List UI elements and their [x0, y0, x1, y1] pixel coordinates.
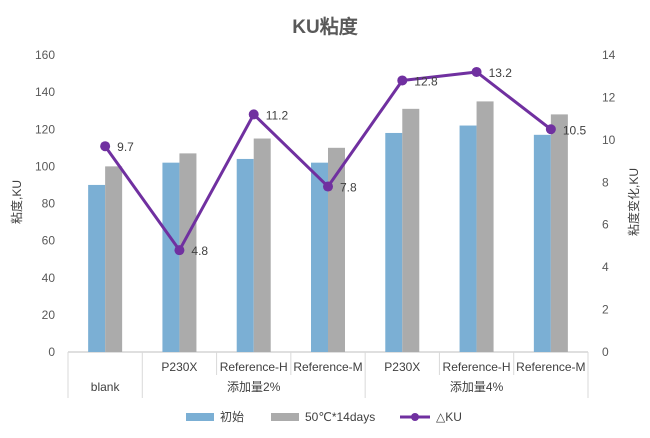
y2-tick-label: 14: [602, 48, 616, 62]
bar-aged: [550, 114, 568, 353]
delta-ku-data-label: 12.8: [414, 74, 438, 88]
delta-ku-data-label: 11.2: [266, 108, 289, 122]
y2-tick-label: 8: [602, 175, 609, 189]
bar-aged: [179, 153, 197, 352]
y2-tick-label: 0: [602, 345, 609, 359]
delta-ku-data-label: 9.7: [117, 140, 134, 154]
legend-swatch: [271, 413, 299, 421]
delta-ku-data-label: 10.5: [563, 123, 587, 137]
bar-initial: [88, 184, 106, 352]
bars: [88, 101, 568, 353]
y2-tick-label: 12: [602, 90, 616, 104]
legend-label: 50℃*14days: [305, 410, 375, 424]
x-group-label: 添加量2%: [227, 380, 281, 394]
bar-initial: [162, 162, 180, 352]
delta-ku-point: [471, 66, 482, 77]
y-tick-label: 40: [42, 271, 56, 285]
y-tick-label: 160: [35, 48, 55, 62]
bar-aged: [476, 101, 494, 352]
y-tick-label: 20: [42, 308, 56, 322]
legend: 初始 50℃*14days △KU: [186, 410, 462, 424]
legend-marker: [411, 413, 419, 421]
y-tick-label: 80: [42, 197, 56, 211]
legend-label: △KU: [436, 410, 462, 424]
x-tick-label: blank: [91, 380, 121, 394]
bar-aged: [328, 147, 345, 352]
line-series: 9.7 4.8 11.2 7.8 12.8 13.2 10.5: [100, 66, 587, 258]
bar-aged: [402, 108, 420, 352]
bar-initial: [236, 158, 254, 352]
y-tick-label: 120: [35, 122, 55, 136]
delta-ku-point: [100, 141, 111, 152]
axes: 0 20 40 60 80 100 120 140 160 0 2 4 6 8 10 12 14 blank P23…: [35, 48, 616, 398]
delta-ku-point: [397, 75, 408, 86]
x-tick-label: Reference-M: [516, 360, 585, 374]
y2-tick-label: 4: [602, 260, 609, 274]
y2-axis-label: 粘度变化,KU: [626, 168, 641, 236]
x-tick-label: Reference-M: [293, 360, 362, 374]
y-axis-label: 粘度,KU: [9, 180, 24, 224]
bar-initial: [459, 125, 477, 352]
y2-tick-label: 6: [602, 218, 609, 232]
x-tick-label: P230X: [161, 360, 197, 374]
x-tick-label: Reference-H: [443, 360, 511, 374]
y2-tick-label: 10: [602, 133, 616, 147]
y2-tick-label: 2: [602, 303, 609, 317]
bar-aged: [105, 166, 123, 352]
x-tick-label: Reference-H: [220, 360, 288, 374]
delta-ku-point: [174, 245, 185, 256]
bar-initial: [385, 132, 403, 352]
bar-initial: [533, 134, 551, 352]
y-tick-label: 0: [48, 345, 55, 359]
delta-ku-point: [545, 124, 556, 135]
bar-aged: [253, 138, 271, 352]
legend-swatch: [186, 413, 214, 421]
delta-ku-data-label: 7.8: [340, 181, 357, 195]
x-tick-label: P230X: [384, 360, 420, 374]
delta-ku-data-label: 4.8: [191, 244, 208, 258]
x-group-label: 添加量4%: [450, 380, 504, 394]
y-tick-label: 140: [35, 85, 55, 99]
delta-ku-point: [248, 109, 259, 120]
legend-label: 初始: [220, 410, 244, 424]
delta-ku-data-label: 13.2: [489, 66, 513, 80]
y-tick-label: 60: [42, 234, 56, 248]
delta-ku-point: [323, 181, 333, 192]
bar-initial: [311, 162, 328, 352]
chart-title: KU粘度: [292, 15, 358, 38]
y-tick-label: 100: [35, 159, 55, 173]
